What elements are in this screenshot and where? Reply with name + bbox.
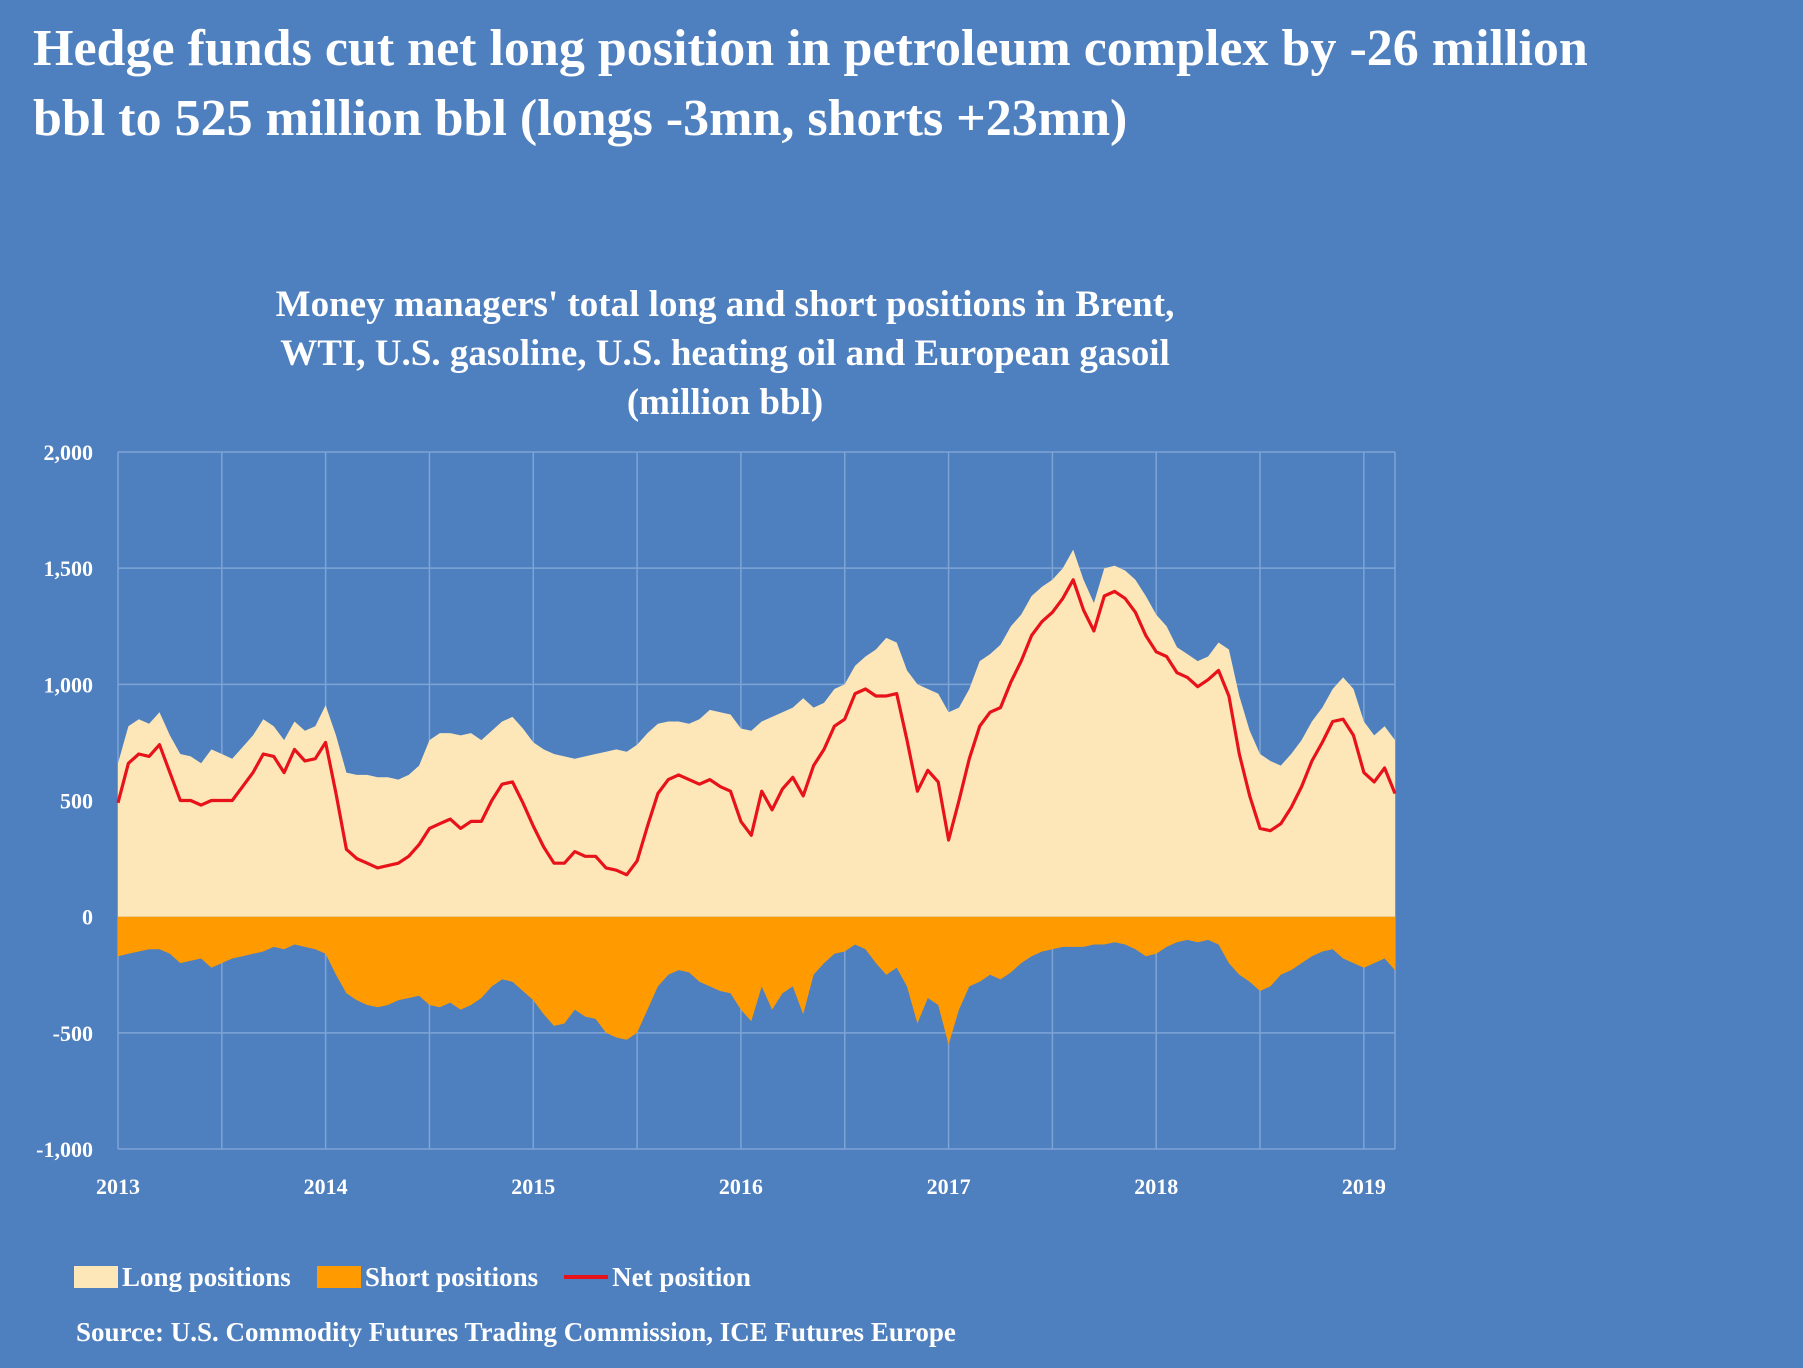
legend-label-net: Net position xyxy=(612,1261,751,1292)
chart-title-line-3: (million bbl) xyxy=(626,382,824,423)
x-tick-label: 2018 xyxy=(1134,1174,1178,1199)
legend-swatch-short xyxy=(316,1266,361,1288)
x-tick-label: 2016 xyxy=(719,1174,763,1199)
headline-line-2: bbl to 525 million bbl (longs -3mn, shor… xyxy=(33,90,1128,147)
short-positions-area xyxy=(118,916,1395,1045)
x-tick-label: 2019 xyxy=(1342,1174,1386,1199)
legend-item-short: Short positions xyxy=(316,1261,539,1293)
y-tick-label: 1,500 xyxy=(44,556,94,581)
y-tick-label: 2,000 xyxy=(44,440,94,465)
source-note: Source: U.S. Commodity Futures Trading C… xyxy=(76,1317,956,1347)
chart-title-line-2: WTI, U.S. gasoline, U.S. heating oil and… xyxy=(280,333,1170,374)
x-tick-label: 2015 xyxy=(511,1174,555,1199)
y-tick-label: -500 xyxy=(53,1021,93,1046)
headline: Hedge funds cut net long position in pet… xyxy=(33,14,1793,154)
chart-title-line-1: Money managers' total long and short pos… xyxy=(275,284,1175,325)
x-tick-label: 2014 xyxy=(304,1174,348,1199)
x-tick-label: 2013 xyxy=(96,1174,140,1199)
legend-item-long: Long positions xyxy=(74,1262,291,1293)
legend-item-net: Net position xyxy=(564,1262,751,1293)
legend-swatch-long xyxy=(74,1266,118,1288)
x-axis-ticks: 2013 2014 2015 2016 2017 2018 2019 xyxy=(96,1174,1386,1199)
net-position-line xyxy=(116,578,1397,877)
legend-label-short: Short positions xyxy=(364,1261,539,1292)
legend: Long positions Short positions Net posit… xyxy=(74,1257,777,1297)
y-tick-label: -1,000 xyxy=(36,1137,93,1162)
x-tick-label: 2017 xyxy=(927,1174,971,1199)
long-positions-area xyxy=(118,549,1395,917)
y-axis-ticks: 2,000 1,500 1,000 500 0 -500 -1,000 xyxy=(36,440,93,1162)
y-tick-label: 500 xyxy=(60,789,93,814)
chart-title: Money managers' total long and short pos… xyxy=(140,280,1310,427)
y-tick-label: 0 xyxy=(82,905,93,930)
headline-line-1: Hedge funds cut net long position in pet… xyxy=(33,20,1588,77)
legend-label-long: Long positions xyxy=(122,1261,291,1292)
y-tick-label: 1,000 xyxy=(44,672,94,697)
legend-swatch-net xyxy=(564,1275,609,1279)
